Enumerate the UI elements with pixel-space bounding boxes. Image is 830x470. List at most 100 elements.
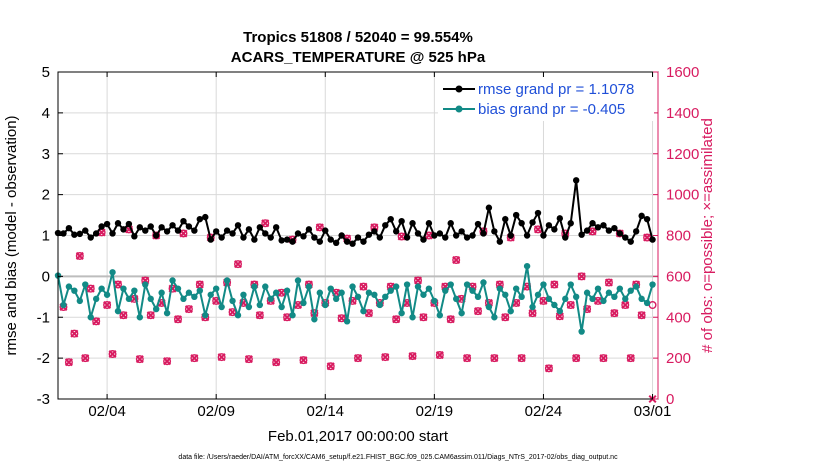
bias-point xyxy=(142,281,149,288)
obs-possible-marker xyxy=(92,317,101,326)
rmse-point xyxy=(600,222,607,229)
axes: 02/04 02/09 02/14 02/19 02/24 03/01 -3 -2 -1 0 1 2 3… xyxy=(37,64,700,420)
obs-possible-marker xyxy=(255,311,264,320)
x-tick-label: 03/01 xyxy=(634,403,672,420)
rmse-point xyxy=(572,177,580,184)
bias-point xyxy=(594,285,602,292)
rmse-point xyxy=(207,236,214,243)
bias-point xyxy=(578,328,585,335)
bias-series xyxy=(54,262,656,335)
obs-assimilated-stroke xyxy=(512,298,521,307)
obs-assimilated-stroke xyxy=(97,228,106,237)
rmse-point xyxy=(365,231,373,238)
bias-point xyxy=(529,303,536,311)
bias-point xyxy=(207,291,214,298)
rmse-point xyxy=(485,204,493,211)
bias-point xyxy=(300,299,307,307)
rmse-point xyxy=(82,227,89,234)
bias-point xyxy=(436,312,444,319)
rmse-point xyxy=(523,232,531,239)
obs-assimilated-stroke xyxy=(566,300,575,309)
x-tick-label: 02/24 xyxy=(525,403,563,420)
y-tick-label-right: 800 xyxy=(666,228,691,245)
bias-point xyxy=(76,297,84,305)
rmse-point xyxy=(103,220,111,228)
bias-point xyxy=(223,277,231,284)
bias-point xyxy=(392,283,400,290)
bias-point xyxy=(289,312,296,319)
obs-possible-marker xyxy=(577,272,586,281)
obs-assimilated-marker xyxy=(637,311,646,320)
obs-assimilated-marker xyxy=(566,300,575,309)
rmse-point xyxy=(474,220,482,228)
rmse-point xyxy=(316,238,324,245)
bias-point xyxy=(425,285,433,292)
rmse-point xyxy=(212,228,220,235)
rmse-point xyxy=(169,222,176,229)
obs-assimilated-stroke xyxy=(283,313,292,322)
rmse-point xyxy=(131,233,138,240)
rmse-point xyxy=(71,231,78,238)
obs-assimilated-marker xyxy=(446,315,455,324)
obs-possible-marker xyxy=(637,311,646,320)
x-tick-label: 02/09 xyxy=(197,403,235,420)
rmse-point xyxy=(534,209,542,217)
obs-possible-marker xyxy=(599,354,608,363)
obs-assimilated-marker xyxy=(604,278,613,287)
rmse-point xyxy=(114,220,122,227)
y-tick-label-right: 600 xyxy=(666,268,691,285)
obs-assimilated-marker xyxy=(277,288,286,297)
y-tick-label-right: 1200 xyxy=(666,146,699,163)
bias-point xyxy=(338,289,345,296)
obs-assimilated-stroke xyxy=(75,251,84,260)
obs-assimilated-stroke xyxy=(70,329,79,338)
rmse-point xyxy=(251,236,258,243)
obs-possible-marker xyxy=(299,356,308,365)
obs-possible-marker xyxy=(615,229,624,238)
obs-possible-marker xyxy=(626,354,635,363)
obs-assimilated-stroke xyxy=(473,307,483,316)
rmse-point xyxy=(283,236,291,243)
rmse-point xyxy=(420,236,427,243)
obs-assimilated-stroke xyxy=(452,256,461,265)
obs-assimilated-marker xyxy=(544,364,553,373)
bias-point xyxy=(622,295,629,303)
obs-possible-marker xyxy=(217,353,226,362)
obs-possible-marker xyxy=(392,315,401,324)
obs-assimilated-stroke xyxy=(577,272,586,281)
y-tick-label-right: 1400 xyxy=(666,105,699,122)
obs-possible-marker xyxy=(315,223,324,232)
y-tick-label-right: 1000 xyxy=(666,187,699,204)
bias-point xyxy=(485,303,493,311)
obs-assimilated-stroke xyxy=(146,311,155,320)
bias-point xyxy=(343,318,351,325)
obs-assimilated-stroke xyxy=(364,309,373,318)
bias-point xyxy=(469,287,476,294)
bias-point xyxy=(360,307,367,315)
rmse-point xyxy=(87,234,94,241)
obs-assimilated-marker xyxy=(337,314,346,323)
bias-point xyxy=(611,293,618,301)
obs-assimilated-marker xyxy=(261,219,270,228)
rmse-point xyxy=(305,226,313,233)
legend-rmse-label: rmse grand pr = 1.1078 xyxy=(478,81,634,98)
obs-assimilated-stroke xyxy=(113,280,123,289)
bias-point xyxy=(82,281,89,288)
obs-assimilated-marker xyxy=(299,356,308,365)
rmse-point xyxy=(174,227,182,234)
bias-point xyxy=(463,281,471,288)
obs-assimilated-stroke xyxy=(195,280,204,289)
rmse-point xyxy=(147,223,154,230)
bias-point xyxy=(442,287,449,294)
obs-assimilated-stroke xyxy=(337,314,346,323)
rmse-point xyxy=(512,211,520,219)
obs-assimilated-marker xyxy=(244,355,253,364)
bias-point xyxy=(349,283,356,290)
bias-point xyxy=(218,303,225,311)
obs-assimilated-marker xyxy=(70,329,79,338)
rmse-point xyxy=(387,215,394,223)
obs-assimilated-marker xyxy=(599,354,608,363)
chart-title-line-1: Tropics 51808 / 52040 = 99.554% xyxy=(243,29,473,46)
bias-point xyxy=(480,279,487,286)
